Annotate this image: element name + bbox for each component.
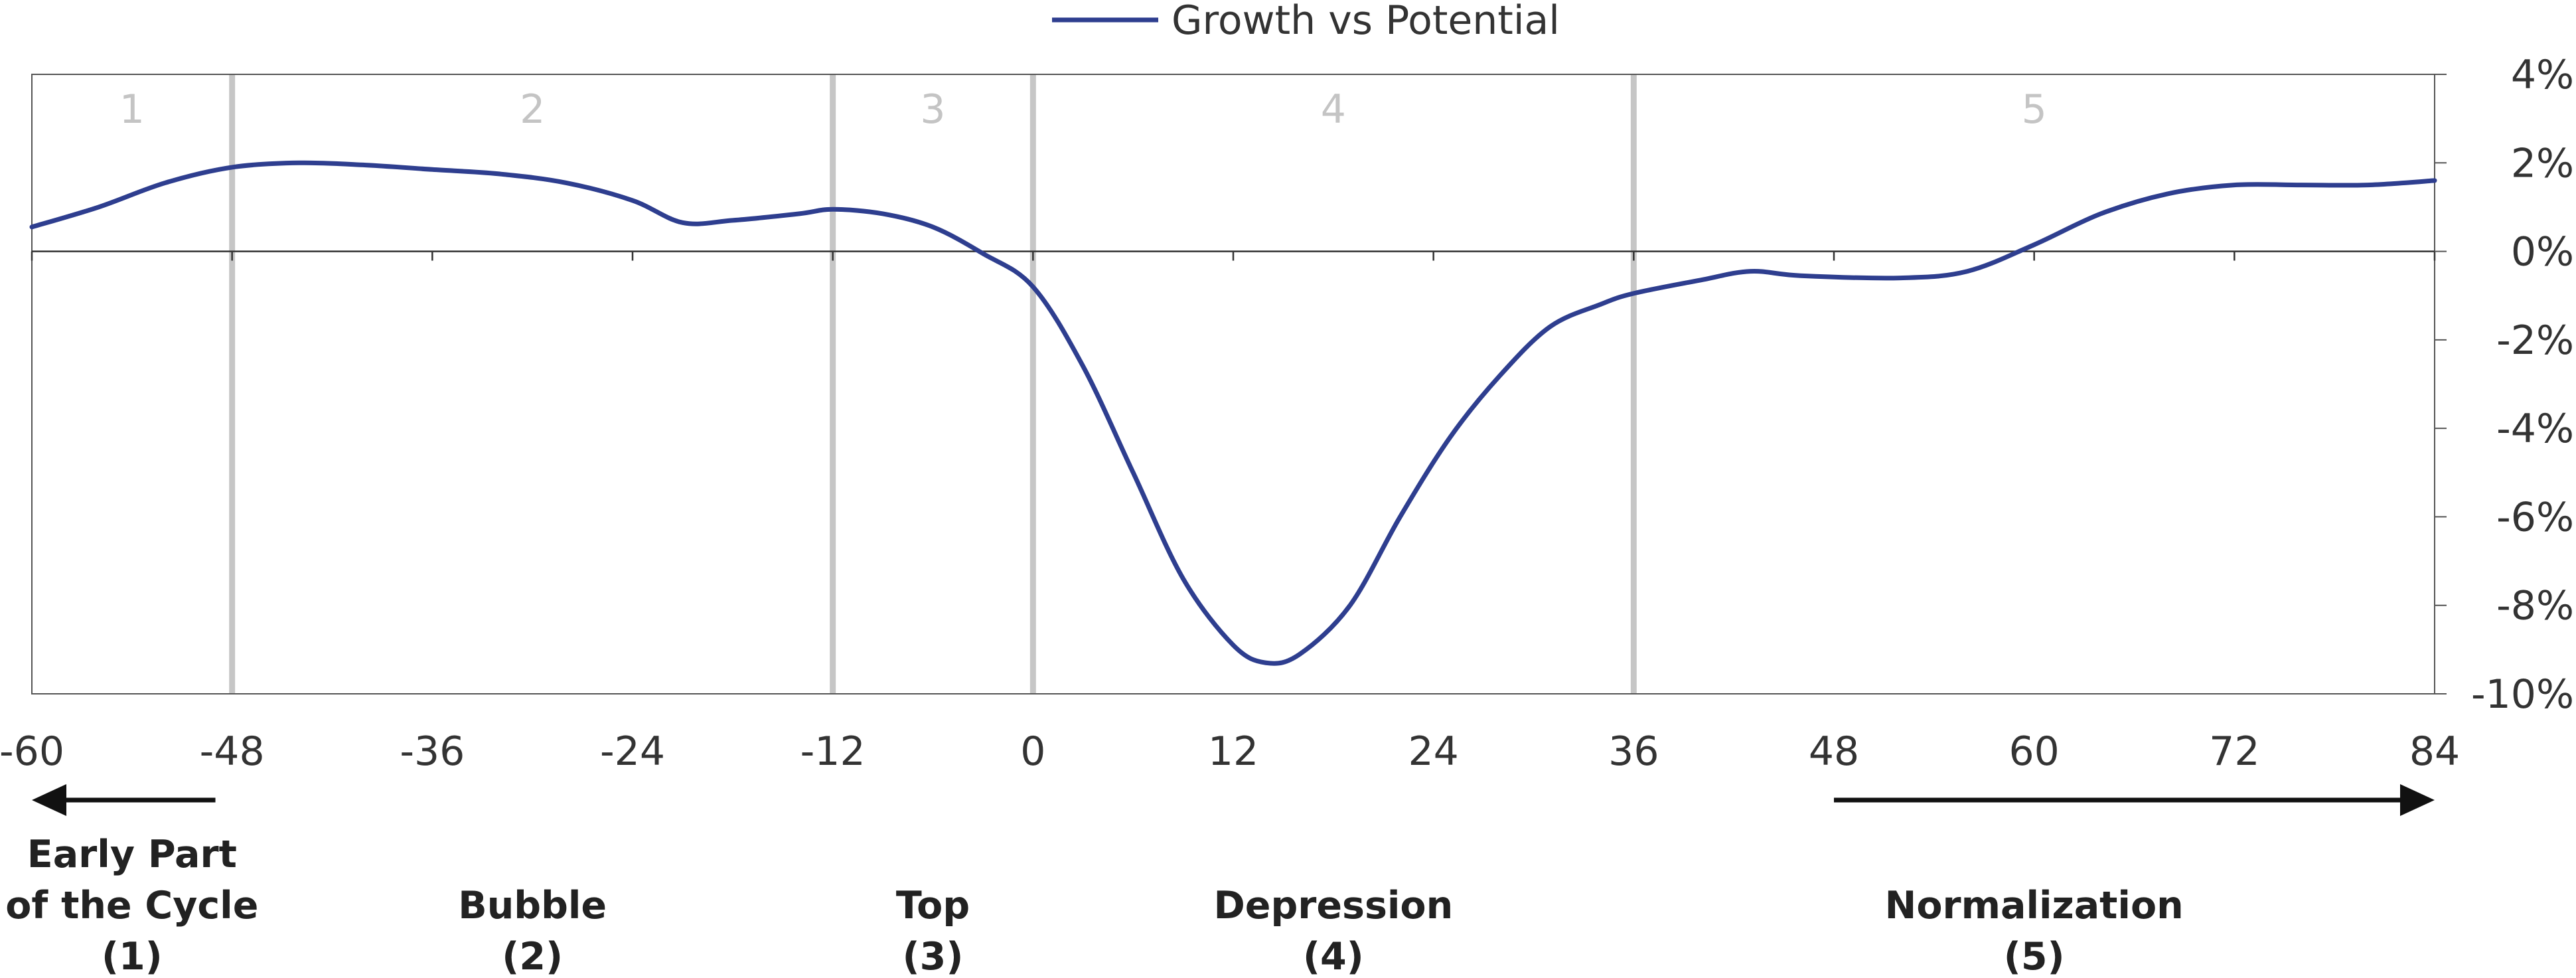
x-tick-label-6: 12 (1208, 728, 1258, 775)
region-number-2: 2 (520, 86, 545, 133)
arrow-head-left (32, 784, 66, 816)
x-tick-label-4: -12 (800, 728, 866, 775)
x-tick-label-0: -60 (0, 728, 64, 775)
region-number-5: 5 (2022, 86, 2047, 133)
arrow-right (1834, 784, 2435, 816)
x-tick-label-10: 60 (2008, 728, 2059, 775)
y-tick-label-6: -8% (2496, 583, 2574, 629)
phase-labels: Early Part of the Cycle (1) Bubble (2) Top (3)… (5, 833, 2183, 978)
region-number-4: 4 (1321, 86, 1346, 133)
x-tick-label-7: 24 (1408, 728, 1458, 775)
arrow-left (32, 784, 216, 816)
y-axis: 4% 2% 0% -2% -4% -6% -8% -10% (2435, 52, 2574, 718)
x-tick-label-1: -48 (200, 728, 265, 775)
x-tick-label-12: 84 (2409, 728, 2460, 775)
y-tick-label-7: -10% (2471, 671, 2574, 718)
phase-label-1-line-1: (2) (502, 935, 563, 978)
y-tick-label-1: 2% (2511, 140, 2574, 187)
x-tick-label-3: -24 (600, 728, 665, 775)
x-tick-label-11: 72 (2209, 728, 2259, 775)
region-number-1: 1 (119, 86, 145, 133)
x-axis: -60 -48 -36 -24 -12 0 12 24 36 48 60 72 84 (0, 728, 2460, 775)
x-tick-label-9: 48 (1809, 728, 1859, 775)
x-tick-label-2: -36 (400, 728, 465, 775)
legend-label-0: Growth vs Potential (1172, 0, 1560, 44)
phase-label-3-line-1: (4) (1303, 935, 1364, 978)
zero-axis-layer (31, 250, 2436, 261)
phase-label-4-line-0: Normalization (1885, 884, 2184, 928)
x-tick-label-8: 36 (1608, 728, 1659, 775)
legend: Growth vs Potential (1052, 0, 1560, 44)
x-tick-label-5: 0 (1020, 728, 1045, 775)
y-tick-label-0: 4% (2511, 52, 2574, 98)
phase-label-4-line-1: (5) (2004, 935, 2065, 978)
arrow-head-right (2400, 784, 2435, 816)
phase-label-0-line-2: (1) (102, 935, 163, 978)
phase-label-3-line-0: Depression (1213, 884, 1453, 928)
phase-label-2-line-1: (3) (903, 935, 964, 978)
y-tick-label-4: -4% (2496, 406, 2574, 452)
region-number-3: 3 (920, 86, 945, 133)
phase-label-1-line-0: Bubble (458, 884, 607, 928)
phase-label-2-line-0: Top (896, 884, 970, 928)
y-tick-label-3: -2% (2496, 317, 2574, 364)
y-tick-label-2: 0% (2511, 229, 2574, 276)
phase-label-0-line-0: Early Part (27, 833, 237, 876)
series-line-0 (29, 160, 2437, 666)
series-layer (29, 160, 2437, 666)
arrow-layer (32, 784, 2435, 816)
plot-frame (31, 74, 2435, 694)
region-layer: 1 2 3 4 5 (119, 74, 2047, 694)
y-tick-label-5: -6% (2496, 494, 2574, 540)
phase-label-0-line-1: of the Cycle (5, 884, 258, 928)
